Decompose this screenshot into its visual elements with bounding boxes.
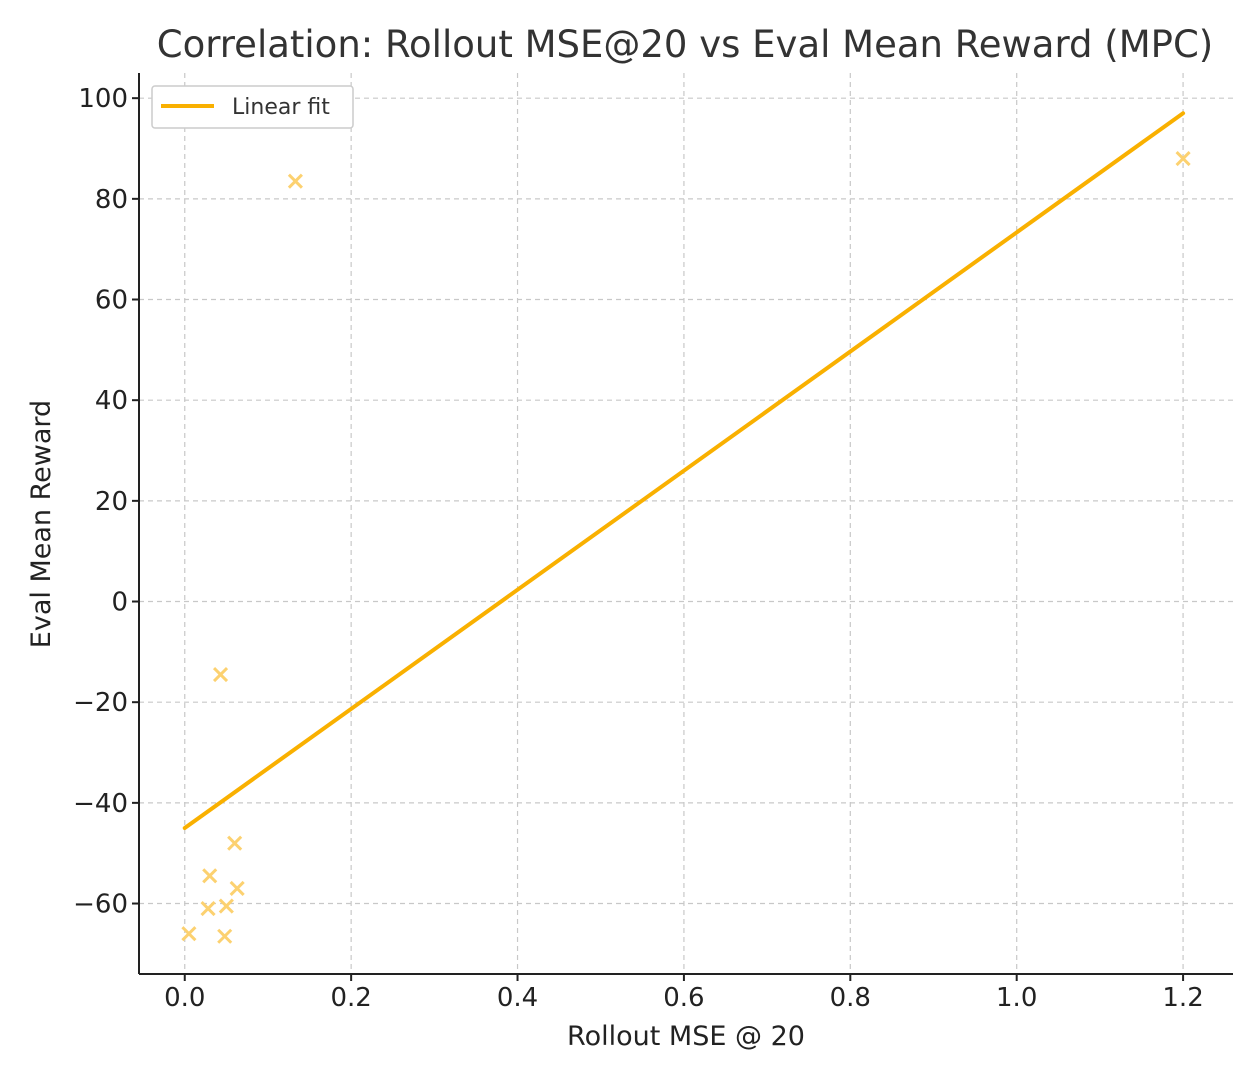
x-tick-label: 0.2 — [330, 983, 371, 1013]
data-layer — [181, 111, 1191, 944]
legend-box — [151, 85, 354, 129]
data-point — [287, 173, 303, 189]
legend: Linear fit — [151, 85, 354, 129]
axes: 0.0 0.2 0.4 0.6 0.8 1.0 1.2 100 80 60 40 20 0 −20 −40 −… — [73, 73, 1233, 1013]
y-tick-label: 80 — [95, 185, 128, 215]
grid — [139, 73, 1233, 974]
x-axis-label: Rollout MSE @ 20 — [567, 1021, 805, 1052]
y-tick-label: 0 — [111, 588, 128, 618]
x-tick-label: 0.8 — [830, 983, 871, 1013]
y-tick-label: 60 — [95, 286, 128, 316]
y-tick-label: −20 — [73, 688, 128, 718]
x-tick-label: 0.6 — [663, 983, 704, 1013]
data-point — [217, 928, 233, 944]
data-point — [212, 666, 229, 683]
y-tick-label: 40 — [95, 386, 128, 416]
y-tick-label: 100 — [78, 84, 128, 114]
data-point — [1175, 151, 1191, 167]
data-point — [218, 898, 234, 914]
data-point — [227, 835, 243, 851]
x-tick-label: 1.0 — [996, 983, 1037, 1013]
data-point — [202, 868, 218, 884]
x-tick-label: 0.4 — [497, 983, 538, 1013]
chart-title: Correlation: Rollout MSE@20 vs Eval Mean… — [157, 23, 1213, 66]
legend-label-linear-fit: Linear fit — [232, 95, 330, 120]
y-tick-label: 20 — [95, 487, 128, 517]
y-axis-label: Eval Mean Reward — [26, 400, 57, 648]
y-tick-label: −60 — [73, 890, 128, 920]
x-tick-label: 0.0 — [164, 983, 205, 1013]
data-point — [229, 880, 245, 896]
data-point — [200, 901, 216, 917]
x-tick-label: 1.2 — [1162, 983, 1203, 1013]
linear-fit-line — [182, 111, 1186, 831]
y-tick-label: −40 — [73, 789, 128, 819]
data-point — [181, 926, 197, 942]
